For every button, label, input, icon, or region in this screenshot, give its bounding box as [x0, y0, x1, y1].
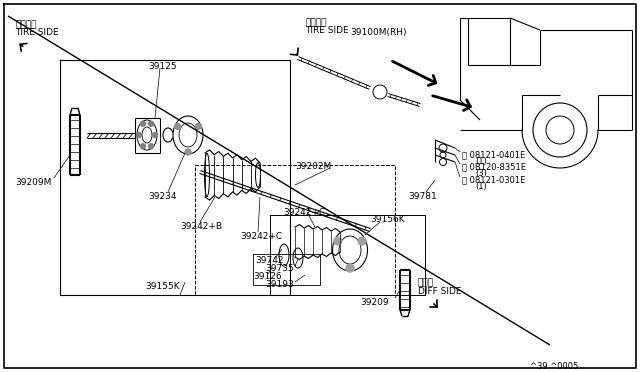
Text: 39742: 39742: [255, 256, 284, 265]
Text: TIRE SIDE: TIRE SIDE: [305, 26, 349, 35]
Text: 39126: 39126: [253, 272, 282, 281]
Circle shape: [152, 132, 157, 138]
Text: Ⓑ 08121-0301E: Ⓑ 08121-0301E: [462, 175, 525, 184]
Text: Ⓑ 08121-0401E: Ⓑ 08121-0401E: [462, 150, 525, 159]
Circle shape: [175, 124, 180, 129]
Text: 39202M: 39202M: [295, 162, 332, 171]
Text: 39242+C: 39242+C: [283, 208, 325, 217]
Circle shape: [195, 124, 202, 129]
Text: タイヤ側: タイヤ側: [15, 20, 36, 29]
Text: 39100M(RH): 39100M(RH): [350, 28, 406, 37]
Circle shape: [185, 149, 191, 155]
Text: DIFF SIDE: DIFF SIDE: [418, 287, 461, 296]
Text: 39781: 39781: [408, 192, 436, 201]
Circle shape: [346, 264, 354, 272]
Circle shape: [141, 144, 145, 149]
Text: ^39 ^0005: ^39 ^0005: [530, 362, 579, 371]
Text: TIRE SIDE: TIRE SIDE: [15, 28, 59, 37]
Text: (1): (1): [475, 182, 487, 191]
Text: デフ側: デフ側: [418, 278, 434, 287]
Text: (3): (3): [475, 169, 487, 178]
Text: 39209M: 39209M: [15, 178, 51, 187]
Text: 39125: 39125: [148, 62, 177, 71]
Text: 39155K: 39155K: [145, 282, 180, 291]
Text: 39242+B: 39242+B: [180, 222, 222, 231]
Circle shape: [141, 121, 145, 126]
Circle shape: [148, 144, 154, 149]
Text: 39156K: 39156K: [370, 215, 404, 224]
Text: 39735: 39735: [265, 264, 294, 273]
Text: 39193: 39193: [265, 280, 294, 289]
Circle shape: [136, 132, 141, 138]
Text: Ⓑ 0B120-8351E: Ⓑ 0B120-8351E: [462, 162, 526, 171]
Text: 39209: 39209: [360, 298, 388, 307]
Text: 39234: 39234: [148, 192, 177, 201]
Circle shape: [148, 121, 154, 126]
Text: 39242+C: 39242+C: [240, 232, 282, 241]
Text: (1): (1): [475, 157, 487, 166]
Circle shape: [334, 237, 342, 245]
Text: タイヤ側: タイヤ側: [305, 18, 326, 27]
Circle shape: [358, 237, 366, 245]
